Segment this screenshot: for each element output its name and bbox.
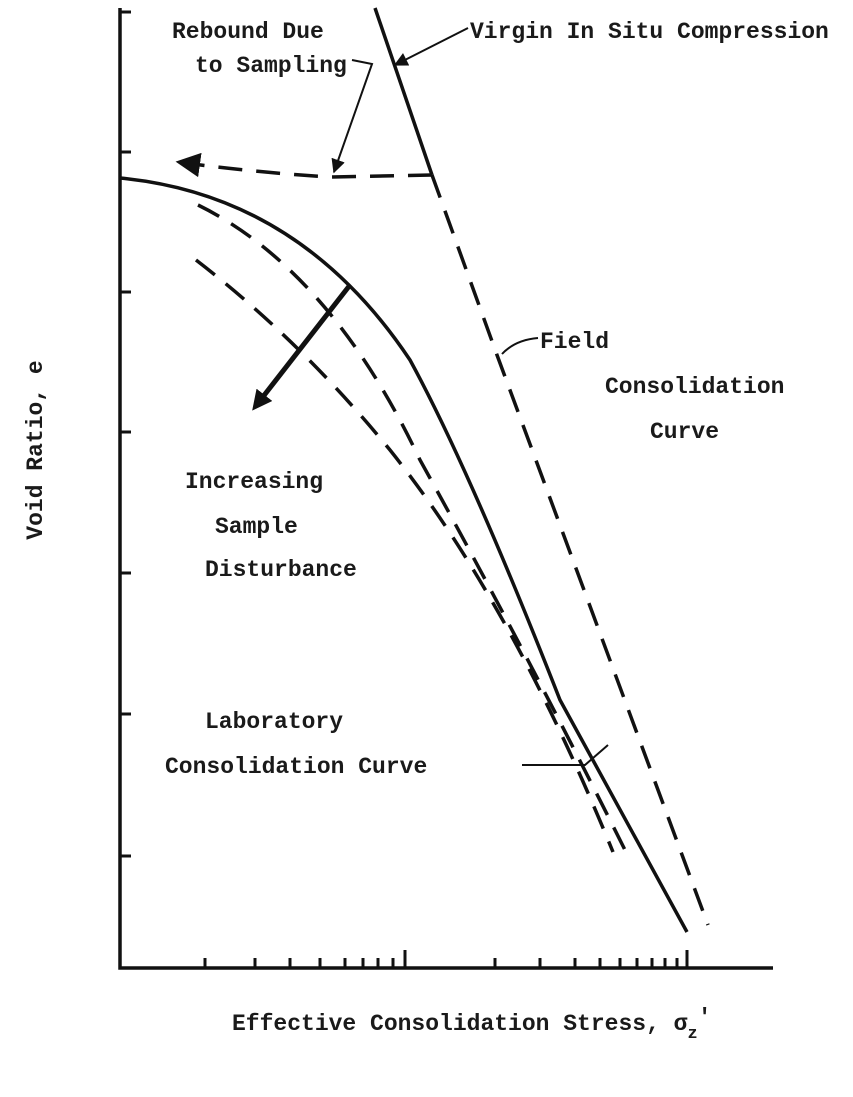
rebound-curve: [175, 152, 433, 179]
x-axis-label-prime: ': [698, 1005, 712, 1031]
axes: [118, 8, 773, 970]
leader: [501, 337, 539, 355]
x-axis-label-text: Effective Consolidation Stress, σ: [232, 1011, 688, 1037]
label: Curve: [650, 419, 719, 445]
leader: [522, 744, 609, 766]
disturbed-curve: [194, 258, 615, 853]
x-axis-label: Effective Consolidation Stress, σz': [232, 1005, 712, 1044]
label: Field: [540, 329, 609, 355]
y-ticks: [120, 10, 131, 858]
x-ticks: [203, 950, 689, 968]
virgin-curve: [373, 7, 434, 176]
y-axis-label: Void Ratio, e: [23, 360, 49, 539]
label: Consolidation Curve: [165, 754, 427, 780]
x-axis-label-subscript: z: [687, 1025, 697, 1044]
leader: [331, 59, 374, 174]
disturbance-arrow: [252, 283, 352, 411]
label: Rebound Due: [172, 19, 324, 45]
disturbed-curve: [197, 203, 627, 851]
label: Consolidation: [605, 374, 784, 400]
label: Laboratory: [205, 709, 343, 735]
lab-curve: [119, 176, 689, 933]
field-curve: [430, 174, 710, 926]
label: Disturbance: [205, 557, 357, 583]
leader: [393, 27, 469, 66]
label: Virgin In Situ Compression: [470, 19, 829, 45]
label: to Sampling: [195, 53, 347, 79]
label: Sample: [215, 514, 298, 540]
label: Increasing: [185, 469, 323, 495]
